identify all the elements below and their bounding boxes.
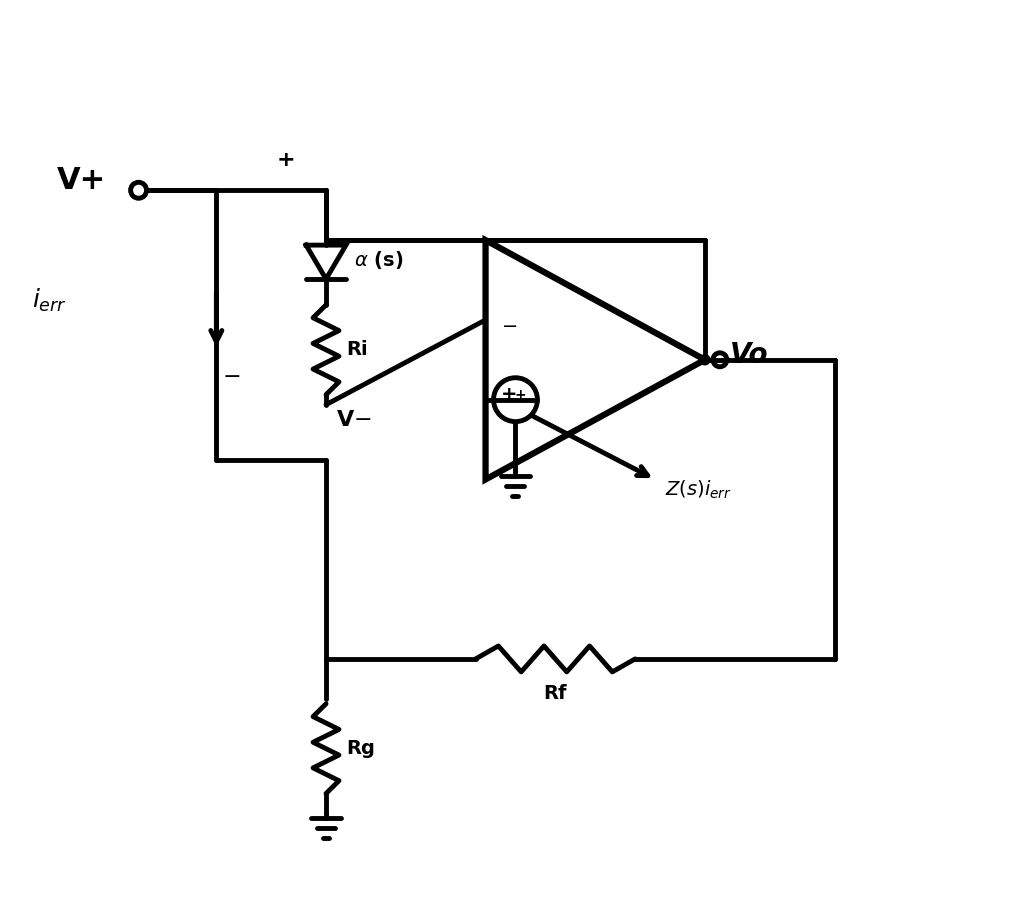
Text: V+: V+ — [57, 165, 106, 195]
Circle shape — [700, 355, 710, 365]
Text: $i_{err}$: $i_{err}$ — [32, 287, 67, 313]
Text: $\alpha$ (s): $\alpha$ (s) — [354, 249, 403, 271]
Text: Ri: Ri — [346, 340, 368, 359]
Text: V$-$: V$-$ — [336, 410, 371, 429]
Text: Rg: Rg — [346, 739, 375, 758]
Text: $-$: $-$ — [222, 365, 241, 385]
Text: +: + — [500, 385, 517, 404]
Text: +: + — [515, 388, 527, 402]
Text: +: + — [277, 151, 295, 170]
Text: $Z(s)i_{err}$: $Z(s)i_{err}$ — [665, 478, 732, 501]
Text: $-$: $-$ — [500, 315, 517, 335]
Text: Vo: Vo — [730, 341, 768, 369]
Text: Rf: Rf — [544, 684, 567, 703]
